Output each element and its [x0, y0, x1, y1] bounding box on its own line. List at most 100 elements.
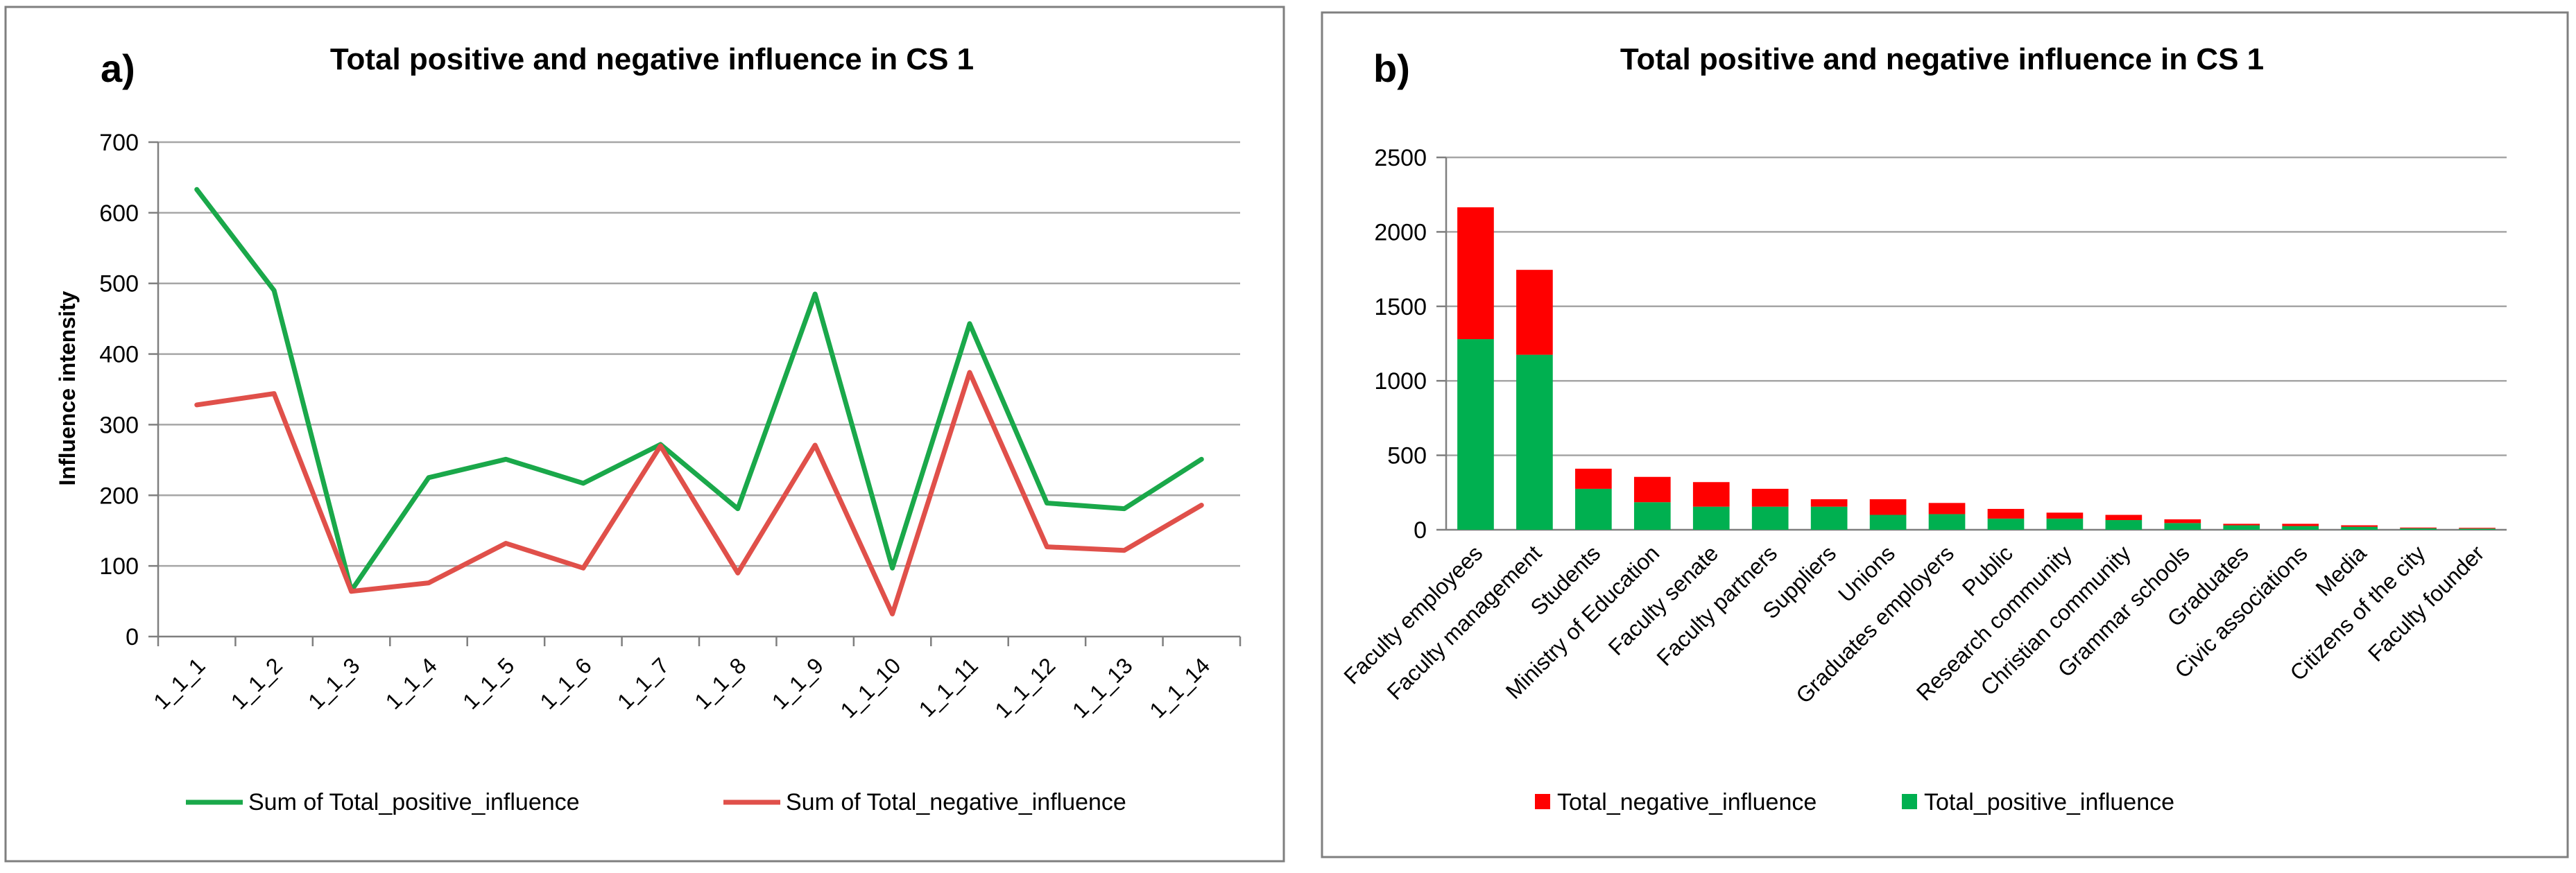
data-point [735, 571, 740, 576]
data-point [349, 589, 354, 594]
bar-positive [2459, 528, 2496, 530]
data-point [1199, 457, 1204, 462]
panel-label: b) [1373, 46, 1410, 90]
chart-title: Total positive and negative influence in… [330, 42, 974, 76]
bar-negative [1928, 503, 1966, 515]
bar-negative [2164, 519, 2201, 524]
bar-positive [1575, 488, 1612, 530]
y-tick-label: 700 [99, 130, 139, 156]
x-tick-label: 1_1_2 [226, 652, 287, 714]
y-tick-label: 500 [1387, 443, 1427, 469]
data-point [1122, 506, 1126, 511]
y-tick-label: 1000 [1374, 368, 1427, 395]
panel-label: a) [101, 46, 135, 90]
bar-negative [1457, 207, 1494, 340]
x-tick-label: 1_1_11 [914, 652, 983, 721]
bar-negative [1516, 270, 1553, 355]
data-point [194, 187, 199, 192]
y-axis-label: Influence intensity [55, 291, 80, 485]
bar-positive [1633, 502, 1671, 530]
y-tick-label: 0 [1414, 517, 1427, 544]
bar-positive [2400, 528, 2437, 530]
bar-positive [1869, 515, 1907, 530]
y-tick-label: 600 [99, 200, 139, 227]
y-tick-label: 100 [99, 553, 139, 580]
x-tick-label: 1_1_13 [1067, 652, 1137, 723]
data-point [1199, 503, 1204, 508]
bar-positive [2341, 526, 2378, 530]
bar-positive [1810, 506, 1848, 530]
data-point [581, 481, 585, 485]
data-point [968, 370, 972, 375]
data-point [1122, 548, 1126, 553]
bar-positive [1692, 506, 1730, 530]
data-point [581, 566, 585, 571]
bar-negative [2223, 524, 2260, 526]
data-point [890, 612, 895, 616]
chart-frame [1321, 11, 2569, 858]
data-point [1045, 501, 1049, 505]
bar-negative [1810, 499, 1848, 507]
x-tick-label: 1_1_14 [1144, 652, 1214, 723]
y-tick-label: 2000 [1374, 219, 1427, 245]
chart-title: Total positive and negative influence in… [1620, 42, 2264, 76]
bar-positive [2282, 526, 2319, 530]
bar-chart-panel: b) Total positive and negative influence… [1318, 0, 2576, 870]
stacked-bar-chart: b) Total positive and negative influence… [1321, 11, 2569, 858]
data-point [427, 580, 431, 585]
bar-negative [2282, 524, 2319, 526]
bar-negative [2046, 512, 2084, 519]
bar-negative [2105, 515, 2143, 521]
y-tick-label: 200 [99, 483, 139, 509]
negative-influence-line [194, 370, 1204, 616]
data-point [813, 291, 818, 296]
bar-negative [1575, 468, 1612, 489]
x-tick-label: 1_1_4 [381, 652, 442, 714]
data-point [890, 566, 895, 571]
data-point [504, 457, 508, 462]
data-point [272, 391, 277, 396]
bar-positive [2046, 518, 2084, 530]
data-point [658, 443, 663, 448]
y-tick-label: 2500 [1374, 145, 1427, 171]
y-tick-label: 1500 [1374, 294, 1427, 320]
data-point [272, 288, 277, 293]
legend-label: Sum of Total_positive_influence [248, 789, 580, 815]
bar-negative [1869, 499, 1907, 515]
bar-negative [2341, 525, 2378, 527]
line-chart: a) Total positive and negative influence… [4, 6, 1285, 863]
legend-label: Total_positive_influence [1924, 789, 2174, 815]
chart-frame [4, 6, 1285, 863]
x-tick-label: 1_1_5 [458, 652, 519, 714]
data-point [735, 506, 740, 511]
data-point [504, 541, 508, 546]
y-tick-label: 500 [99, 271, 139, 297]
y-tick-label: 400 [99, 342, 139, 368]
bar-negative [1987, 508, 2025, 519]
bar-positive [2164, 523, 2201, 530]
x-tick-label: 1_1_12 [990, 652, 1060, 723]
x-tick-label: 1_1_9 [767, 652, 828, 714]
bar-positive [1987, 518, 2025, 530]
x-tick-label: 1_1_8 [689, 652, 750, 714]
data-point [813, 442, 818, 447]
data-point [427, 475, 431, 480]
bar-positive [1751, 506, 1789, 530]
bar-positive [2223, 525, 2260, 530]
bar-negative [1633, 476, 1671, 503]
x-tick-label: 1_1_3 [303, 652, 364, 714]
x-tick-label: 1_1_7 [612, 652, 673, 714]
bar-positive [1457, 339, 1494, 530]
data-point [1045, 544, 1049, 549]
line-chart-panel: a) Total positive and negative influence… [0, 0, 1290, 870]
bar-positive [1928, 514, 1966, 530]
bar-positive [2105, 520, 2143, 530]
y-tick-label: 0 [126, 624, 139, 650]
positive-influence-line [194, 187, 1204, 594]
bar-positive [1516, 354, 1553, 530]
x-tick-label: 1_1_6 [535, 652, 596, 714]
x-tick-label: 1_1_10 [836, 652, 906, 723]
x-tick-label: 1_1_1 [148, 652, 209, 714]
legend-label: Sum of Total_negative_influence [786, 789, 1126, 815]
bar-negative [1751, 488, 1789, 507]
